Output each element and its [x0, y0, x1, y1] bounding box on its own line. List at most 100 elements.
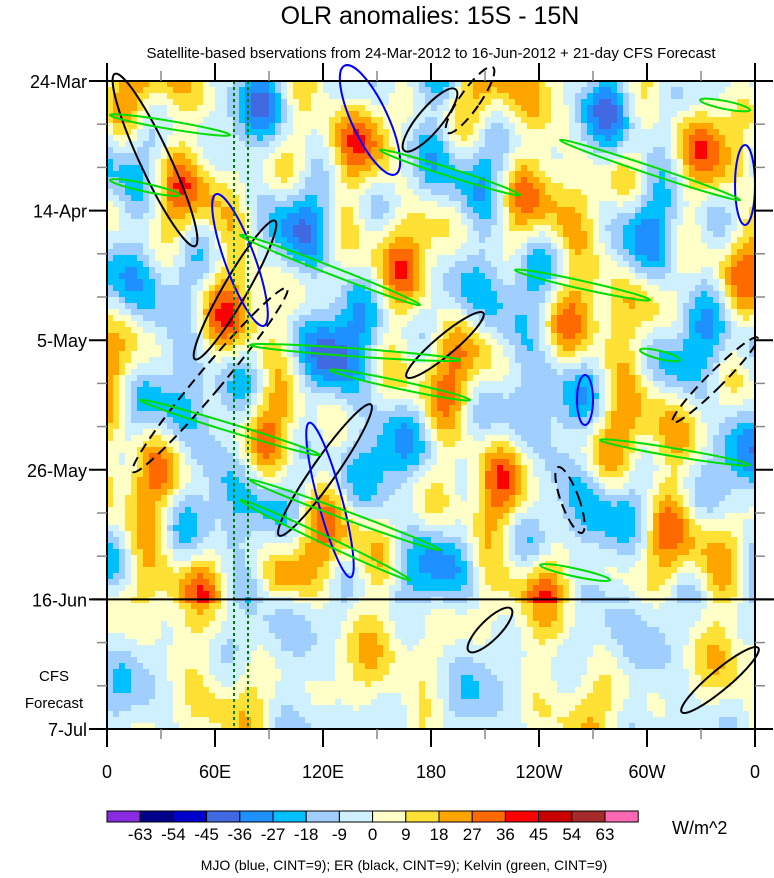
- field-cell: [725, 159, 731, 165]
- field-cell: [701, 333, 707, 339]
- field-cell: [545, 201, 551, 207]
- field-cell: [317, 135, 323, 141]
- field-cell: [275, 279, 281, 285]
- field-cell: [551, 135, 557, 141]
- field-cell: [593, 147, 599, 153]
- field-cell: [317, 297, 323, 303]
- field-cell: [725, 147, 731, 153]
- field-cell: [695, 171, 701, 177]
- field-cell: [389, 165, 395, 171]
- field-cell: [323, 105, 329, 111]
- field-cell: [599, 141, 605, 147]
- field-cell: [371, 147, 377, 153]
- field-cell: [263, 159, 269, 165]
- field-cell: [683, 93, 689, 99]
- field-cell: [173, 201, 179, 207]
- field-cell: [401, 123, 407, 129]
- field-cell: [221, 297, 227, 303]
- field-cell: [575, 93, 581, 99]
- field-cell: [335, 261, 341, 267]
- field-cell: [629, 159, 635, 165]
- field-cell: [635, 261, 641, 267]
- field-cell: [449, 237, 455, 243]
- field-cell: [689, 153, 695, 159]
- field-cell: [365, 207, 371, 213]
- field-cell: [167, 237, 173, 243]
- field-cell: [347, 291, 353, 297]
- field-cell: [167, 141, 173, 147]
- field-cell: [293, 291, 299, 297]
- field-cell: [653, 81, 659, 87]
- field-cell: [599, 297, 605, 303]
- field-cell: [191, 153, 197, 159]
- field-cell: [119, 213, 125, 219]
- field-cell: [665, 261, 671, 267]
- field-cell: [389, 345, 395, 351]
- field-cell: [587, 213, 593, 219]
- field-cell: [515, 153, 521, 159]
- field-cell: [419, 207, 425, 213]
- field-cell: [197, 297, 203, 303]
- field-cell: [449, 261, 455, 267]
- field-cell: [689, 99, 695, 105]
- field-cell: [323, 189, 329, 195]
- field-cell: [749, 339, 755, 345]
- field-cell: [461, 321, 467, 327]
- field-cell: [113, 201, 119, 207]
- field-cell: [491, 177, 497, 183]
- field-cell: [395, 117, 401, 123]
- field-cell: [473, 339, 479, 345]
- field-cell: [341, 117, 347, 123]
- field-cell: [617, 345, 623, 351]
- field-cell: [677, 183, 683, 189]
- field-cell: [635, 87, 641, 93]
- field-cell: [743, 261, 749, 267]
- field-cell: [227, 315, 233, 321]
- field-cell: [137, 147, 143, 153]
- field-cell: [575, 321, 581, 327]
- field-cell: [191, 285, 197, 291]
- field-cell: [725, 273, 731, 279]
- field-cell: [437, 327, 443, 333]
- field-cell: [611, 315, 617, 321]
- field-cell: [437, 213, 443, 219]
- field-cell: [137, 165, 143, 171]
- field-cell: [173, 117, 179, 123]
- field-cell: [113, 267, 119, 273]
- field-cell: [671, 123, 677, 129]
- field-cell: [323, 141, 329, 147]
- field-cell: [539, 171, 545, 177]
- field-cell: [143, 105, 149, 111]
- field-cell: [629, 261, 635, 267]
- field-cell: [719, 213, 725, 219]
- field-cell: [401, 333, 407, 339]
- field-cell: [659, 351, 665, 357]
- field-cell: [431, 261, 437, 267]
- field-cell: [143, 207, 149, 213]
- field-cell: [557, 333, 563, 339]
- field-cell: [317, 171, 323, 177]
- field-cell: [689, 249, 695, 255]
- field-cell: [431, 285, 437, 291]
- field-cell: [701, 159, 707, 165]
- field-cell: [635, 237, 641, 243]
- field-cell: [233, 237, 239, 243]
- field-cell: [527, 243, 533, 249]
- field-cell: [131, 273, 137, 279]
- field-cell: [509, 141, 515, 147]
- field-cell: [305, 87, 311, 93]
- field-cell: [317, 123, 323, 129]
- field-cell: [203, 99, 209, 105]
- field-cell: [161, 183, 167, 189]
- field-cell: [521, 165, 527, 171]
- field-cell: [251, 267, 257, 273]
- field-cell: [227, 219, 233, 225]
- field-cell: [269, 351, 275, 357]
- field-cell: [215, 159, 221, 165]
- field-cell: [455, 255, 461, 261]
- field-cell: [743, 111, 749, 117]
- field-cell: [299, 351, 305, 357]
- field-cell: [449, 315, 455, 321]
- field-cell: [203, 351, 209, 357]
- field-cell: [383, 183, 389, 189]
